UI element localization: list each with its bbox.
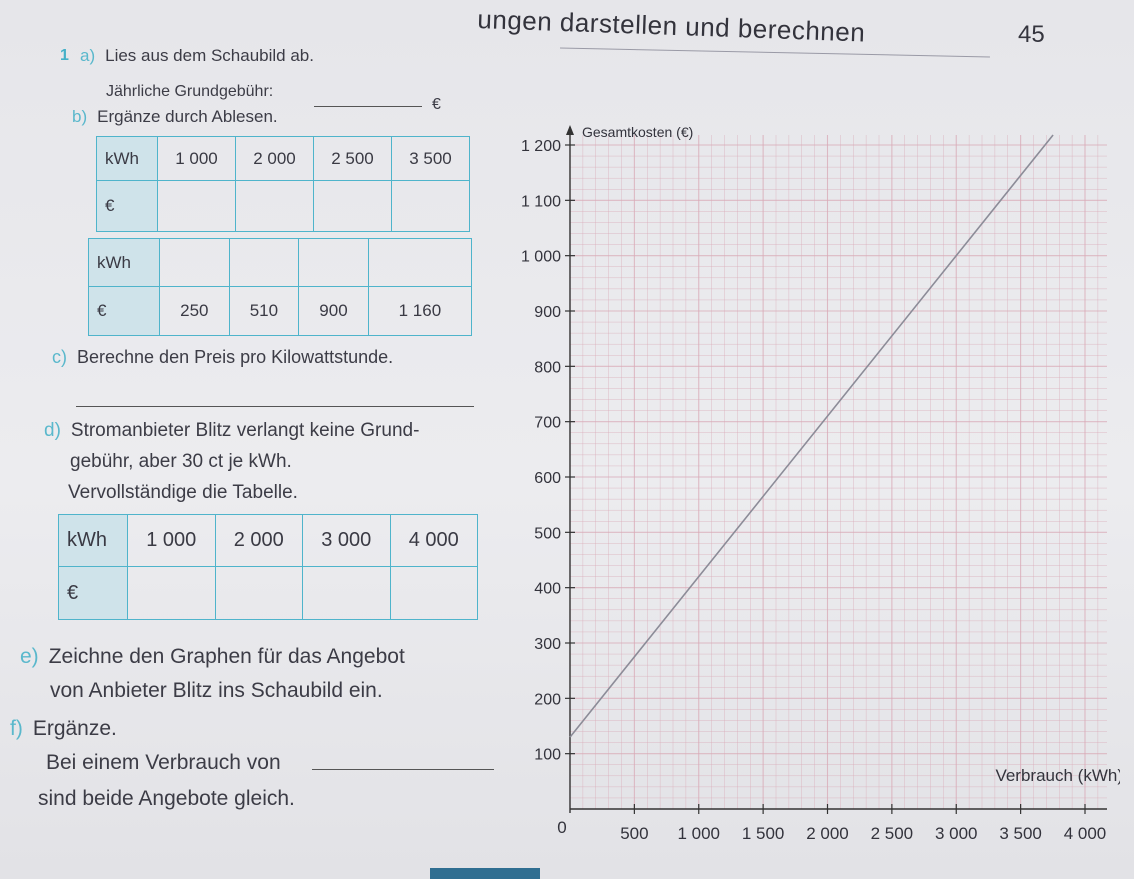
table-b2-answer-cell[interactable] bbox=[228, 238, 300, 287]
y-axis-arrow bbox=[566, 125, 574, 135]
y-tick-label: 700 bbox=[534, 415, 561, 432]
x-axis-label: Verbrauch (kWh) bbox=[995, 766, 1120, 785]
table-d: kWh 1 000 2 000 3 000 4 000 € bbox=[58, 514, 478, 620]
task-d-line-1: d) Stromanbieter Blitz verlangt keine Gru… bbox=[44, 420, 419, 442]
x-tick-label: 1 000 bbox=[677, 824, 720, 843]
task-e-text-1: Zeichne den Graphen für das Angebot bbox=[48, 645, 405, 668]
table-b2-euro-label: € bbox=[88, 286, 160, 336]
y-tick-label: 200 bbox=[534, 691, 561, 708]
x-tick-label: 2 000 bbox=[806, 824, 849, 843]
y-tick-label: 1 100 bbox=[521, 193, 561, 210]
table-b1-answer-cell[interactable] bbox=[313, 180, 392, 232]
y-tick-label: 900 bbox=[534, 304, 561, 321]
cost-chart-svg: 100 200 300 400 500 600 700 800 900 1 000 1 100 1 2… bbox=[521, 124, 1120, 843]
task-f-answer-line[interactable] bbox=[312, 769, 494, 770]
table-d-cell: 3 000 bbox=[302, 514, 391, 567]
y-tick-label: 500 bbox=[534, 525, 561, 542]
task-d-line-2: gebühr, aber 30 ct je kWh. bbox=[70, 451, 292, 472]
task-c-answer-line[interactable] bbox=[76, 406, 474, 407]
task-f-line-1: f) Ergänze. bbox=[10, 717, 117, 741]
x-tick-label: 2 500 bbox=[871, 824, 914, 843]
table-d-answer-cell[interactable] bbox=[302, 566, 391, 620]
y-tick-label: 600 bbox=[534, 470, 561, 487]
y-tick-label: 400 bbox=[534, 581, 561, 598]
table-b2-cell: 250 bbox=[159, 286, 230, 336]
cost-line bbox=[569, 134, 1054, 738]
task-b-text: Ergänze durch Ablesen. bbox=[97, 107, 278, 126]
x-tick-label: 1 500 bbox=[742, 824, 785, 843]
task-c-text: Berechne den Preis pro Kilowattstunde. bbox=[77, 347, 394, 367]
task-f-line-3: sind beide Angebote gleich. bbox=[38, 787, 295, 810]
table-b2-answer-cell[interactable] bbox=[367, 238, 473, 287]
task-f-text-1: Ergänze. bbox=[32, 717, 117, 740]
task-number: 1 bbox=[60, 47, 69, 64]
task-b-letter: b) bbox=[72, 107, 88, 126]
task-c-letter: c) bbox=[52, 347, 67, 367]
table-b1-cell: 1 000 bbox=[157, 136, 236, 181]
x-tick-label: 4 000 bbox=[1064, 824, 1107, 843]
table-b1-answer-cell[interactable] bbox=[157, 180, 236, 232]
table-d-answer-cell[interactable] bbox=[127, 566, 216, 620]
task-a: a) Lies aus dem Schaubild ab. bbox=[80, 46, 314, 66]
task-a-text: Lies aus dem Schaubild ab. bbox=[105, 46, 314, 65]
table-b2-kwh-label: kWh bbox=[88, 238, 160, 287]
task-e-line-1: e) Zeichne den Graphen für das Angebot bbox=[20, 645, 405, 669]
task-f-line-2: Bei einem Verbrauch von bbox=[46, 751, 281, 774]
table-d-kwh-label: kWh bbox=[58, 514, 128, 567]
table-b2-answer-cell[interactable] bbox=[298, 238, 369, 287]
task-e-line-2: von Anbieter Blitz ins Schaubild ein. bbox=[50, 679, 383, 702]
task-e-letter: e) bbox=[20, 645, 39, 668]
table-b2-cell: 900 bbox=[298, 286, 369, 336]
table-b1-kwh-label: kWh bbox=[96, 136, 158, 181]
task-a-letter: a) bbox=[80, 46, 96, 65]
table-d-answer-cell[interactable] bbox=[214, 566, 303, 620]
task-f-letter: f) bbox=[10, 717, 23, 740]
table-d-cell: 2 000 bbox=[214, 514, 303, 567]
grundgebuehr-prompt: Jährliche Grundgebühr: bbox=[106, 83, 274, 100]
table-d-cell: 1 000 bbox=[127, 514, 216, 567]
table-b1-cell: 2 000 bbox=[235, 136, 314, 181]
table-b2: kWh € 250 510 900 1 160 bbox=[88, 238, 473, 336]
task-d-text-1: Stromanbieter Blitz verlangt keine Grund… bbox=[70, 420, 420, 441]
x-tick-label: 3 000 bbox=[935, 824, 978, 843]
blue-footer-strip bbox=[430, 868, 540, 879]
table-d-euro-label: € bbox=[58, 566, 128, 620]
x-tick-label: 0 bbox=[557, 818, 566, 837]
grundgebuehr-unit: € bbox=[432, 96, 441, 113]
y-tick-label: 800 bbox=[534, 359, 561, 376]
table-b2-cell: 510 bbox=[228, 286, 300, 336]
task-d-letter: d) bbox=[44, 420, 61, 441]
x-tick-label: 3 500 bbox=[999, 824, 1042, 843]
grundgebuehr-answer-line[interactable] bbox=[314, 106, 422, 107]
task-d-line-3: Vervollständige die Tabelle. bbox=[68, 482, 298, 503]
table-b2-answer-cell[interactable] bbox=[159, 238, 230, 287]
table-b1-answer-cell[interactable] bbox=[235, 180, 314, 232]
y-tick-label: 1 000 bbox=[521, 249, 561, 266]
table-b1-euro-label: € bbox=[96, 180, 158, 232]
page-number: 45 bbox=[1018, 21, 1045, 48]
table-b1-cell: 3 500 bbox=[391, 136, 470, 181]
page-heading: ungen darstellen und berechnen bbox=[476, 4, 866, 48]
task-c: c) Berechne den Preis pro Kilowattstunde. bbox=[52, 347, 393, 368]
cost-chart: 100 200 300 400 500 600 700 800 900 1 000 1 100 1 2… bbox=[490, 60, 1120, 850]
y-tick-label: 100 bbox=[534, 747, 561, 764]
table-b2-cell: 1 160 bbox=[367, 286, 473, 336]
y-tick-label: 300 bbox=[534, 636, 561, 653]
table-b1-answer-cell[interactable] bbox=[391, 180, 470, 232]
table-d-answer-cell[interactable] bbox=[389, 566, 478, 620]
y-tick-label: 1 200 bbox=[521, 138, 561, 155]
table-b1-cell: 2 500 bbox=[313, 136, 392, 181]
x-tick-label: 500 bbox=[620, 824, 648, 843]
task-b: b) Ergänze durch Ablesen. bbox=[72, 107, 278, 127]
y-axis-label: Gesamtkosten (€) bbox=[582, 124, 693, 140]
table-b1: kWh 1 000 2 000 2 500 3 500 € bbox=[96, 136, 470, 232]
table-d-cell: 4 000 bbox=[389, 514, 478, 567]
heading-rule bbox=[560, 47, 990, 58]
